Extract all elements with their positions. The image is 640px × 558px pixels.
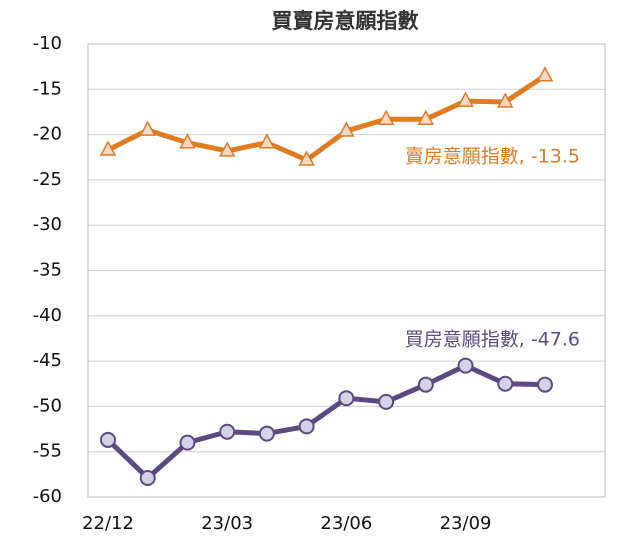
marker xyxy=(179,434,196,451)
x-tick-label: 23/06 xyxy=(320,513,372,534)
marker xyxy=(139,469,156,486)
marker xyxy=(298,150,315,166)
marker xyxy=(298,418,315,435)
y-tick-label: -10 xyxy=(33,33,62,54)
marker xyxy=(139,120,156,136)
marker xyxy=(179,133,196,149)
marker xyxy=(537,376,553,393)
annotation: 買房意願指數, -47.6 xyxy=(405,329,580,351)
x-tick-label: 23/09 xyxy=(440,513,492,534)
x-tick-label: 23/03 xyxy=(201,513,253,534)
series-line xyxy=(106,363,546,481)
marker xyxy=(497,375,514,392)
marker xyxy=(377,109,395,125)
chart-title: 買賣房意願指數 xyxy=(272,9,419,33)
series-line xyxy=(106,73,547,163)
y-tick-label: -20 xyxy=(33,124,62,145)
y-tick-label: -35 xyxy=(33,260,62,281)
y-tick-label: -55 xyxy=(33,441,62,462)
marker xyxy=(338,390,355,407)
marker xyxy=(536,66,554,82)
y-tick-label: -50 xyxy=(33,395,62,416)
marker xyxy=(219,423,236,440)
y-tick-label: -40 xyxy=(33,305,62,326)
x-tick-label: 22/12 xyxy=(82,513,134,534)
marker xyxy=(99,140,117,156)
marker xyxy=(338,121,355,137)
marker xyxy=(497,92,514,108)
y-tick-label: -15 xyxy=(33,78,62,99)
marker xyxy=(457,91,474,107)
y-tick-label: -45 xyxy=(33,350,62,371)
marker xyxy=(417,376,434,393)
marker xyxy=(417,109,435,125)
marker xyxy=(457,357,474,374)
y-tick-label: -30 xyxy=(33,214,62,235)
plot-frame xyxy=(87,43,606,498)
marker xyxy=(258,425,275,442)
marker xyxy=(218,141,236,157)
marker xyxy=(378,393,395,410)
annotation: 賣房意願指數, -13.5 xyxy=(405,146,580,168)
y-tick-label: -25 xyxy=(33,169,62,190)
y-tick-label: -60 xyxy=(33,486,62,507)
marker xyxy=(100,431,116,448)
marker xyxy=(258,133,276,149)
